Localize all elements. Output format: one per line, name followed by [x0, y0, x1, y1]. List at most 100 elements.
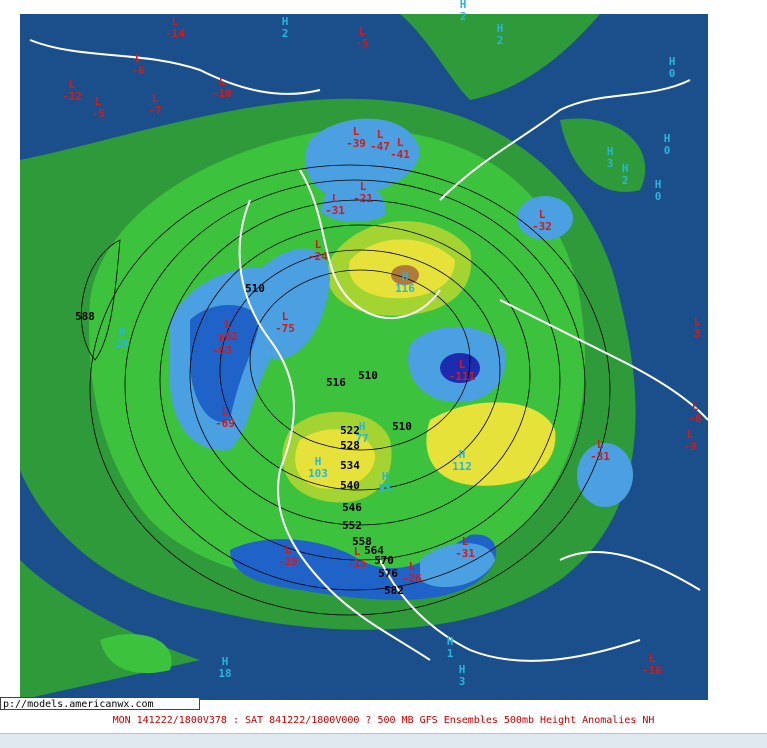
center-value: 18 — [218, 667, 231, 680]
center-letter: H — [460, 0, 467, 11]
center-value: 2 — [460, 10, 467, 23]
center-letter: L — [597, 438, 604, 451]
center-value: -16 — [642, 664, 662, 677]
center-letter: L — [285, 543, 292, 556]
center-letter: H — [315, 455, 322, 468]
center-value: -75 — [275, 322, 295, 335]
center-value: -5 — [355, 37, 368, 50]
center-letter: L — [692, 400, 699, 413]
center-value: 1 — [447, 647, 454, 660]
center-letter: L — [539, 208, 546, 221]
center-value: 0 — [669, 67, 676, 80]
center-value: 3 — [607, 157, 614, 170]
map-labels: L-14 L-5L-6L-10L-12 L-5L-7L-39L-47 L-41L-21… — [62, 0, 702, 688]
center-value: -63 — [212, 344, 232, 357]
center-value: -41 — [390, 148, 410, 161]
contour-label: 510 — [245, 282, 265, 295]
center-value: -19 — [278, 555, 298, 568]
center-letter: H — [382, 470, 389, 483]
center-letter: L — [152, 92, 159, 105]
center-value: 103 — [308, 467, 328, 480]
contour-label: 510 — [392, 420, 412, 433]
center-letter: L — [135, 52, 142, 65]
center-value: -47 — [370, 140, 390, 153]
center-letter: L — [282, 310, 289, 323]
center-letter: L — [462, 535, 469, 548]
center-letter: L — [459, 358, 466, 371]
center-value: -10 — [212, 87, 232, 100]
center-letter: H — [497, 22, 504, 35]
contour-label: 510 — [358, 369, 378, 382]
contour-label: 576 — [378, 567, 398, 580]
center-value: -15 — [347, 557, 367, 570]
contour-label: 516 — [326, 376, 346, 389]
center-value: 112 — [452, 460, 472, 473]
center-value: 20 — [115, 337, 128, 350]
center-letter: L — [69, 78, 76, 91]
center-value: -39 — [346, 137, 366, 150]
anomaly-field — [20, 14, 708, 700]
url-box: p://models.americanwx.com — [0, 697, 200, 710]
center-letter: L — [315, 238, 322, 251]
status-bar — [0, 733, 767, 748]
contour-label: 570 — [374, 554, 394, 567]
center-value: -21 — [353, 192, 373, 205]
center-value: -69 — [215, 417, 235, 430]
center-value: -7 — [148, 104, 161, 117]
contour-label: 588 — [75, 310, 95, 323]
caption: MON 141222/1800V378 : SAT 841222/1800V00… — [112, 715, 655, 726]
center-value: 0 — [655, 190, 662, 203]
center-value: -26 — [402, 572, 422, 585]
center-value: -32 — [532, 220, 552, 233]
center-value: -14 — [165, 27, 185, 40]
center-letter: L — [332, 192, 339, 205]
center-letter: L — [360, 180, 367, 193]
center-value: -9 — [683, 440, 696, 453]
center-letter: H — [459, 448, 466, 461]
center-value: -111 — [449, 370, 476, 383]
center-value: -5 — [91, 107, 104, 120]
center-value: 3 — [694, 327, 701, 340]
contour-label: 522 — [340, 424, 360, 437]
center-value: -31 — [590, 450, 610, 463]
center-letter: H — [607, 145, 614, 158]
center-letter: L — [649, 652, 656, 665]
center-letter: L — [219, 332, 226, 345]
center-letter: L — [172, 15, 179, 28]
center-letter: L — [95, 95, 102, 108]
contour-label: 582 — [384, 584, 404, 597]
center-letter: L — [694, 315, 701, 328]
center-value: -24 — [308, 250, 328, 263]
center-value: 2 — [282, 27, 289, 40]
center-value: 2 — [497, 34, 504, 47]
center-letter: H — [359, 420, 366, 433]
contour-label: 528 — [340, 439, 360, 452]
center-letter: H — [655, 178, 662, 191]
center-letter: L — [222, 405, 229, 418]
center-letter: L — [687, 428, 694, 441]
center-value: -31 — [325, 204, 345, 217]
center-value: 77 — [355, 432, 368, 445]
center-value: 95 — [378, 482, 391, 495]
center-value: 2 — [622, 174, 629, 187]
center-letter: H — [222, 655, 229, 668]
center-letter: H — [459, 663, 466, 676]
center-value: 0 — [664, 144, 671, 157]
center-value: -61 — [218, 330, 238, 343]
center-value: -8 — [688, 412, 701, 425]
center-value: -12 — [62, 90, 82, 103]
center-value: 116 — [395, 282, 415, 295]
center-letter: L — [409, 560, 416, 573]
contour-label: 552 — [342, 519, 362, 532]
center-value: -6 — [131, 64, 145, 77]
center-letter: H — [447, 635, 454, 648]
contour-label: 534 — [340, 459, 360, 472]
center-letter: L — [359, 25, 366, 38]
center-letter: L — [225, 318, 232, 331]
center-letter: L — [353, 125, 360, 138]
center-letter: H — [664, 132, 671, 145]
center-letter: L — [397, 136, 404, 149]
center-letter: H — [119, 325, 126, 338]
